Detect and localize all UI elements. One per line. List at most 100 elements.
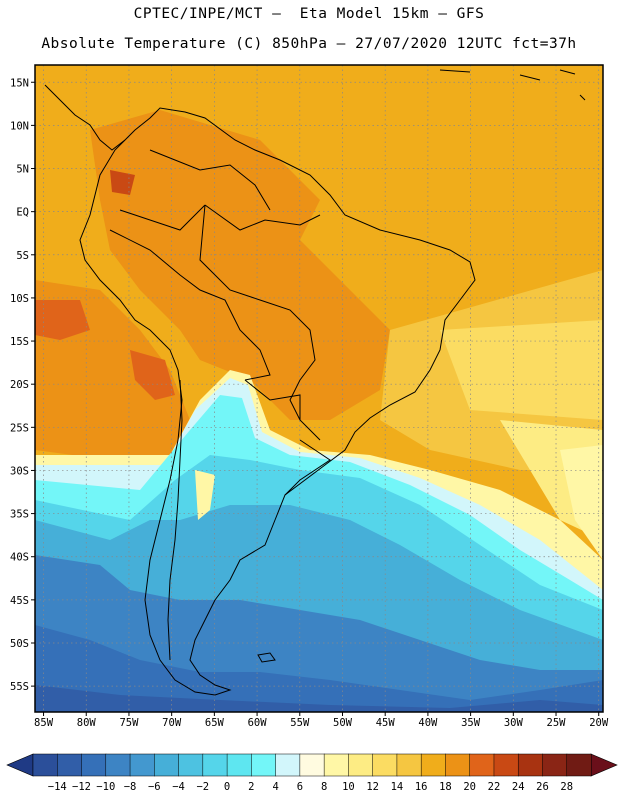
lat-label: 5S: [16, 250, 29, 262]
colorbar-swatch: [129, 753, 155, 777]
lat-label: 50S: [10, 638, 29, 650]
field-band-14-atlantic: [440, 320, 603, 420]
south-america-coastline: [79, 107, 476, 696]
colorbar-swatch: [81, 753, 107, 777]
temperature-field: [35, 65, 603, 712]
malvinas-islands: [257, 652, 276, 663]
lon-label: 40W: [418, 717, 438, 729]
lon-label: 85W: [34, 717, 54, 729]
colorbar-label: 22: [488, 781, 501, 793]
colorbar-swatch: [566, 753, 592, 777]
colorbar-swatch: [105, 753, 131, 777]
lon-label: 20W: [589, 717, 609, 729]
colorbar-swatch: [57, 753, 83, 777]
colorbar-swatch: [469, 753, 495, 777]
colorbar-swatch: [154, 753, 180, 777]
map-frame: [34, 64, 604, 713]
lon-label: 25W: [547, 717, 567, 729]
border-colombia-venezuela: [119, 149, 271, 231]
colorbar-swatch: [299, 753, 325, 777]
colorbar-swatch: [275, 753, 301, 777]
colorbar-label: 14: [391, 781, 404, 793]
colorbar-swatch: [178, 753, 204, 777]
lat-label: 15N: [10, 77, 29, 89]
color-scale-labels: −14 −12 −10 −8 −6 −4 −2 0 2 4 6 8 10 12 14 16 18 20 22 24 26…: [48, 781, 573, 793]
color-scale-swatches: [6, 753, 618, 777]
lon-label: 65W: [205, 717, 225, 729]
colorbar-label: 16: [415, 781, 428, 793]
colorbar-label: 2: [248, 781, 254, 793]
colorbar-label: −8: [124, 781, 137, 793]
colorbar-label: 10: [342, 781, 355, 793]
colorbar-label: −12: [72, 781, 91, 793]
colorbar-label: 0: [224, 781, 230, 793]
field-band-20-land: [90, 110, 390, 420]
lat-label: EQ: [16, 207, 29, 219]
lat-label: 45S: [10, 595, 29, 607]
colorbar-label: 26: [536, 781, 549, 793]
lon-label: 70W: [162, 717, 182, 729]
field-band-10-atlantic: [560, 445, 603, 560]
lat-label: 20S: [10, 379, 29, 391]
map-title-line1: CPTEC/INPE/MCT – Eta Model 15km – GFS: [133, 6, 485, 22]
colorbar-label: −14: [48, 781, 67, 793]
field-band-22-pacific: [35, 300, 90, 340]
colorbar-swatch: [251, 753, 277, 777]
lon-label: 55W: [290, 717, 310, 729]
lat-label: 10N: [10, 120, 29, 132]
colorbar-label: −2: [196, 781, 209, 793]
longitude-labels: 85W 80W 75W 70W 65W 60W 55W 50W 45W 40W 35W 30W 25W 2…: [34, 712, 609, 729]
colorbar-swatch: [202, 753, 228, 777]
colorbar-label: 24: [512, 781, 525, 793]
lon-label: 80W: [77, 717, 97, 729]
lon-label: 50W: [333, 717, 353, 729]
lat-label: 15S: [10, 336, 29, 348]
central-america: [44, 84, 126, 151]
graticule: [35, 65, 603, 712]
colorbar-label: 8: [321, 781, 327, 793]
lat-label: 10S: [10, 293, 29, 305]
latitude-labels: 15N 10N 5N EQ 5S 10S 15S 20S 25S 30S 35S 40S 45S 50S 5…: [10, 77, 35, 693]
lon-label: 30W: [504, 717, 524, 729]
colorbar-swatch: [396, 753, 422, 777]
lon-label: 35W: [461, 717, 481, 729]
field-band-22-atacama: [130, 350, 175, 400]
colorbar-swatch: [32, 753, 58, 777]
colorbar-swatch: [372, 753, 398, 777]
colorbar-swatch: [226, 753, 252, 777]
color-scale-bar: −14 −12 −10 −8 −6 −4 −2 0 2 4 6 8 10 12 14 16 18 20 22 24 26…: [6, 753, 618, 793]
colorbar-label: −6: [148, 781, 161, 793]
lat-label: 30S: [10, 465, 29, 477]
colorbar-swatch: [348, 753, 374, 777]
lat-label: 55S: [10, 681, 29, 693]
colorbar-label: 18: [439, 781, 452, 793]
colorbar-label: 12: [366, 781, 379, 793]
colorbar-swatch: [445, 753, 471, 777]
lon-label: 60W: [248, 717, 268, 729]
colorbar-swatch: [323, 753, 349, 777]
lat-label: 35S: [10, 509, 29, 521]
temperature-map: 15N 10N 5N EQ 5S 10S 15S 20S 25S 30S 35S 40S 45S 50S 5…: [10, 64, 609, 729]
field-band-24-andes: [110, 170, 135, 195]
lat-label: 40S: [10, 552, 29, 564]
colorbar-swatch: [517, 753, 544, 777]
colorbar-swatch: [420, 753, 446, 777]
colorbar-label: −4: [172, 781, 185, 793]
colorbar-label: 4: [272, 781, 278, 793]
field-band-10-cuyo: [195, 470, 215, 520]
colorbar-swatch: [542, 753, 568, 777]
field-band-minus12: [35, 685, 603, 712]
colorbar-label: 28: [560, 781, 573, 793]
border-paraguay-uruguay: [244, 379, 331, 496]
lon-label: 45W: [376, 717, 396, 729]
caribbean-islands: [439, 69, 586, 101]
lon-label: 75W: [119, 717, 139, 729]
colorbar-arrow-low: [6, 753, 34, 777]
country-borders: [44, 69, 586, 696]
border-argentina-chile: [167, 379, 183, 661]
border-brazil: [199, 204, 321, 441]
border-peru-bolivia: [109, 229, 271, 381]
lat-label: 25S: [10, 422, 29, 434]
colorbar-label: 20: [463, 781, 476, 793]
colorbar-arrow-high: [590, 753, 618, 777]
